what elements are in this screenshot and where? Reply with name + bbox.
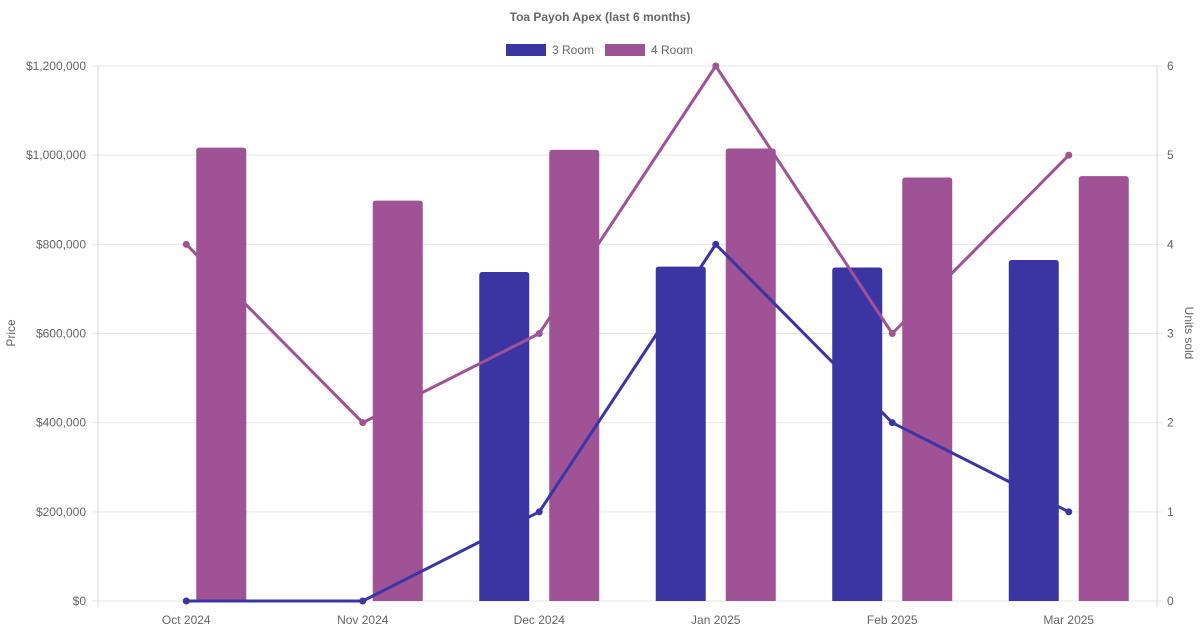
legend-swatch-4-room	[605, 44, 645, 56]
y-right-tick-label: 3	[1167, 327, 1174, 341]
y-axis-right-title: Units sold	[1182, 307, 1196, 360]
y-left-tick-label: $200,000	[36, 505, 86, 519]
line-4-room-units-sold	[184, 64, 1071, 425]
y-left-tick-label: $0	[73, 594, 87, 608]
y-right-tick-label: 6	[1167, 59, 1174, 73]
point-4-room-feb-2025	[888, 330, 896, 337]
legend-label-4-room: 4 Room	[651, 43, 693, 57]
point-3-room-dec-2024	[535, 508, 543, 516]
y-right-tick-label: 5	[1167, 148, 1174, 162]
y-left-tick-label: $800,000	[36, 237, 86, 251]
y-right-tick-label: 2	[1167, 416, 1174, 430]
y-right-tick-label: 4	[1167, 237, 1174, 251]
bar-3-room-jan-2025	[655, 266, 706, 601]
bar-4-room-dec-2024	[549, 149, 600, 602]
point-3-room-oct-2024	[182, 597, 190, 605]
y-left-tick-label: $600,000	[36, 327, 86, 341]
point-3-room-mar-2025	[1065, 508, 1073, 516]
y-left-tick-label: $1,000,000	[26, 148, 86, 162]
legend-label-3-room: 3 Room	[552, 43, 594, 57]
bar-3-room-feb-2025	[832, 267, 883, 601]
bar-3-room-mar-2025	[1008, 259, 1059, 601]
chart-title: Toa Payoh Apex (last 6 months)	[510, 10, 691, 24]
x-tick-label: Jan 2025	[691, 613, 741, 627]
axes-layer: $0 0 $200,000 1 $400,000 2 $600,000 3 $800,000 4 $…	[26, 59, 1174, 627]
y-right-tick-label: 0	[1167, 594, 1174, 608]
legend: 3 Room 4 Room	[506, 43, 693, 57]
y-left-tick-label: $1,200,000	[26, 59, 86, 73]
line-3-room-units-sold	[184, 242, 1071, 603]
point-4-room-dec-2024	[535, 330, 543, 337]
bar-4-room-oct-2024	[196, 147, 247, 601]
y-right-tick-label: 1	[1167, 505, 1174, 519]
bar-3-room-dec-2024	[479, 271, 530, 601]
x-tick-label: Mar 2025	[1043, 613, 1094, 627]
x-tick-label: Feb 2025	[867, 613, 918, 627]
point-4-room-oct-2024	[182, 240, 190, 248]
point-4-room-nov-2024	[359, 419, 367, 427]
legend-swatch-3-room	[506, 44, 546, 56]
lines-layer	[182, 62, 1073, 605]
bar-4-room-mar-2025	[1078, 176, 1129, 601]
grid-layer	[92, 65, 1163, 602]
point-3-room-nov-2024	[359, 597, 367, 605]
bars-layer	[196, 147, 1129, 602]
bar-4-room-jan-2025	[725, 148, 776, 601]
point-3-room-feb-2025	[888, 419, 896, 427]
x-tick-label: Oct 2024	[162, 613, 211, 627]
y-left-tick-label: $400,000	[36, 416, 86, 430]
bar-4-room-nov-2024	[372, 200, 423, 601]
point-4-room-mar-2025	[1065, 151, 1073, 159]
point-3-room-jan-2025	[712, 240, 720, 248]
x-tick-label: Nov 2024	[337, 613, 389, 627]
y-axis-left-title: Price	[4, 319, 18, 347]
point-4-room-jan-2025	[712, 62, 720, 70]
x-tick-label: Dec 2024	[514, 613, 566, 627]
bar-4-room-feb-2025	[902, 177, 953, 602]
